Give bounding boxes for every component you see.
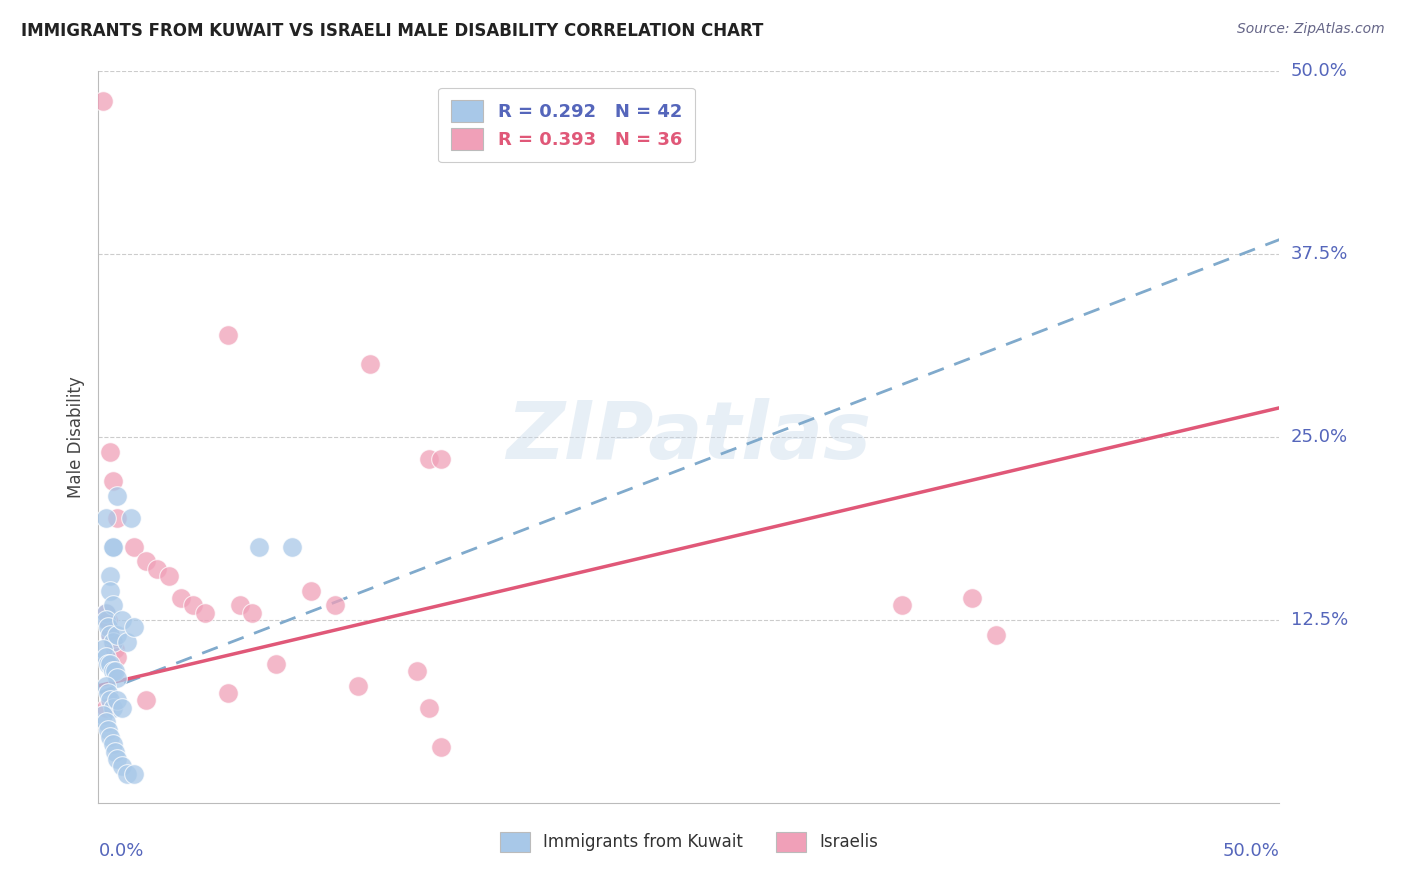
Point xyxy=(105,693,128,707)
Text: 50.0%: 50.0% xyxy=(1291,62,1347,80)
Point xyxy=(430,740,453,755)
Point xyxy=(122,766,145,780)
Point xyxy=(101,635,124,649)
Point xyxy=(418,700,440,714)
Point xyxy=(984,627,1007,641)
Point xyxy=(91,642,114,657)
Point xyxy=(135,693,157,707)
Y-axis label: Male Disability: Male Disability xyxy=(66,376,84,498)
Point xyxy=(135,554,157,568)
Point xyxy=(105,510,128,524)
Point xyxy=(98,730,121,744)
Point xyxy=(105,489,128,503)
Point xyxy=(111,613,134,627)
Point xyxy=(240,606,263,620)
Point xyxy=(94,679,117,693)
Point xyxy=(406,664,429,678)
Point xyxy=(97,686,120,700)
Point xyxy=(94,510,117,524)
Text: 12.5%: 12.5% xyxy=(1291,611,1348,629)
Point xyxy=(94,649,117,664)
Point xyxy=(359,357,381,371)
Point xyxy=(418,452,440,467)
Point xyxy=(91,708,114,723)
Point xyxy=(247,540,270,554)
Point xyxy=(101,474,124,488)
Point xyxy=(101,599,124,613)
Point xyxy=(264,657,287,671)
Point xyxy=(94,700,117,714)
Point xyxy=(146,562,169,576)
Point xyxy=(98,569,121,583)
Text: 25.0%: 25.0% xyxy=(1291,428,1348,446)
Point xyxy=(104,642,127,657)
Text: ZIPatlas: ZIPatlas xyxy=(506,398,872,476)
Point xyxy=(121,510,143,524)
Point xyxy=(97,613,120,627)
Point xyxy=(97,723,120,737)
Point xyxy=(98,627,121,641)
Point xyxy=(157,569,180,583)
Point xyxy=(98,657,121,671)
Text: Source: ZipAtlas.com: Source: ZipAtlas.com xyxy=(1237,22,1385,37)
Point xyxy=(94,606,117,620)
Point xyxy=(170,591,193,605)
Point xyxy=(217,686,239,700)
Point xyxy=(98,444,121,458)
Point xyxy=(104,664,127,678)
Point xyxy=(115,635,138,649)
Point xyxy=(101,664,124,678)
Text: 37.5%: 37.5% xyxy=(1291,245,1348,263)
Point xyxy=(122,620,145,634)
Point xyxy=(94,613,117,627)
Text: 50.0%: 50.0% xyxy=(1223,842,1279,860)
Point xyxy=(101,700,124,714)
Point xyxy=(105,627,128,641)
Point xyxy=(111,700,134,714)
Point xyxy=(94,715,117,730)
Point xyxy=(105,649,128,664)
Point xyxy=(281,540,304,554)
Point xyxy=(97,657,120,671)
Point xyxy=(94,606,117,620)
Point xyxy=(229,599,252,613)
Point xyxy=(217,327,239,342)
Point xyxy=(323,599,346,613)
Point xyxy=(98,583,121,598)
Point xyxy=(299,583,322,598)
Point xyxy=(962,591,984,605)
Point xyxy=(105,672,128,686)
Point xyxy=(347,679,370,693)
Point xyxy=(105,752,128,766)
Point xyxy=(101,737,124,751)
Point xyxy=(98,627,121,641)
Point xyxy=(91,94,114,108)
Point xyxy=(97,620,120,634)
Point xyxy=(181,599,204,613)
Legend: Immigrants from Kuwait, Israelis: Immigrants from Kuwait, Israelis xyxy=(491,823,887,860)
Text: IMMIGRANTS FROM KUWAIT VS ISRAELI MALE DISABILITY CORRELATION CHART: IMMIGRANTS FROM KUWAIT VS ISRAELI MALE D… xyxy=(21,22,763,40)
Point xyxy=(111,759,134,773)
Point xyxy=(115,766,138,780)
Point xyxy=(101,635,124,649)
Point xyxy=(430,452,453,467)
Point xyxy=(101,540,124,554)
Point xyxy=(194,606,217,620)
Point xyxy=(890,599,912,613)
Point xyxy=(104,745,127,759)
Text: 0.0%: 0.0% xyxy=(98,842,143,860)
Point xyxy=(101,540,124,554)
Point xyxy=(98,693,121,707)
Point xyxy=(122,540,145,554)
